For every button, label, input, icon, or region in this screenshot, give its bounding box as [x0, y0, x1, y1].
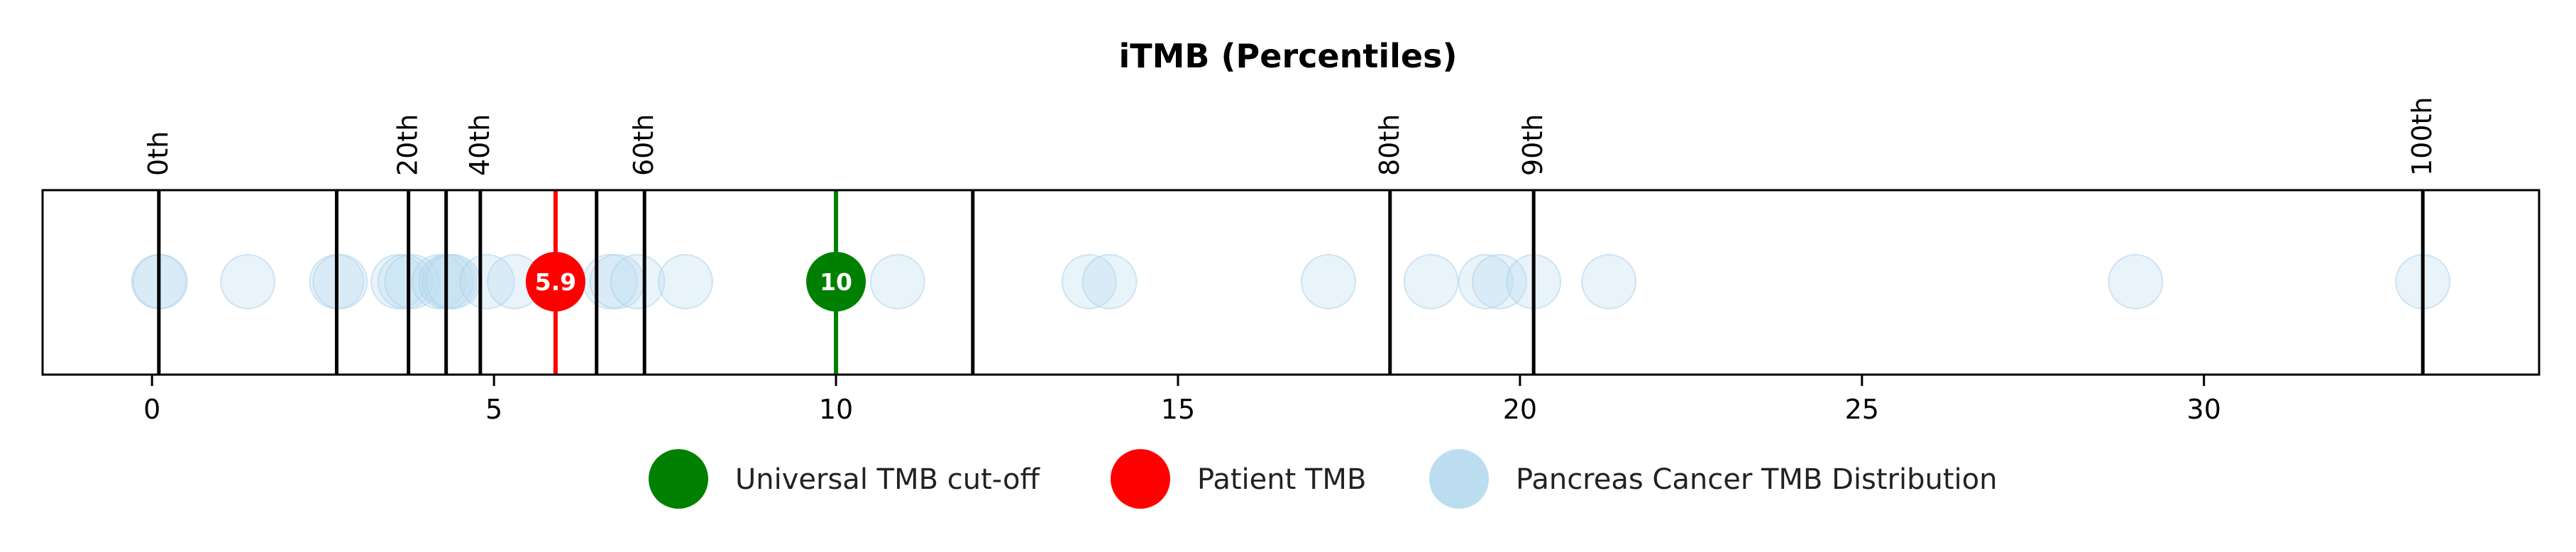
x-tick-label: 5 [485, 394, 502, 425]
distribution-point [1458, 254, 1514, 309]
distribution-point [1061, 254, 1117, 309]
legend-marker [649, 449, 708, 509]
percentile-label: 60th [628, 114, 659, 176]
distribution-point [1403, 254, 1459, 309]
x-tick-label: 15 [1161, 394, 1195, 425]
distribution-point [1081, 254, 1138, 309]
percentile-label: 80th [1374, 114, 1405, 176]
universal-cutoff-marker [806, 252, 866, 311]
distribution-point [1581, 254, 1637, 309]
percentile-label: 0th [143, 131, 174, 176]
x-tick-label: 30 [2187, 394, 2221, 425]
percentile-label: 40th [464, 114, 495, 176]
legend-label: Universal TMB cut-off [735, 463, 1040, 496]
x-tick-label: 0 [143, 394, 160, 425]
distribution-point [658, 254, 714, 309]
distribution-point [1301, 254, 1357, 309]
distribution-point [610, 254, 666, 309]
distribution-point [1471, 254, 1527, 309]
legend-label: Pancreas Cancer TMB Distribution [1516, 463, 1997, 496]
percentile-label: 90th [1517, 114, 1548, 176]
percentile-label: 100th [2406, 96, 2438, 176]
universal-cutoff-value-label: 10 [820, 268, 852, 296]
distribution-point [869, 254, 925, 309]
legend-marker [1429, 449, 1489, 509]
distribution-point [370, 254, 426, 309]
x-tick-label: 20 [1503, 394, 1537, 425]
distribution-point [2108, 254, 2164, 309]
patient-tmb-value-label: 5.9 [535, 268, 576, 296]
chart-title: iTMB (Percentiles) [1119, 37, 1458, 75]
percentile-label: 20th [392, 114, 424, 176]
distribution-point [220, 254, 276, 309]
plot-frame [41, 189, 2541, 376]
x-tick-label: 10 [819, 394, 853, 425]
legend-label: Patient TMB [1197, 463, 1366, 496]
x-tick-label: 25 [1845, 394, 1879, 425]
distribution-point [377, 254, 433, 309]
distribution-point [312, 254, 368, 309]
patient-tmb-marker [525, 252, 585, 311]
legend-marker [1111, 449, 1170, 509]
